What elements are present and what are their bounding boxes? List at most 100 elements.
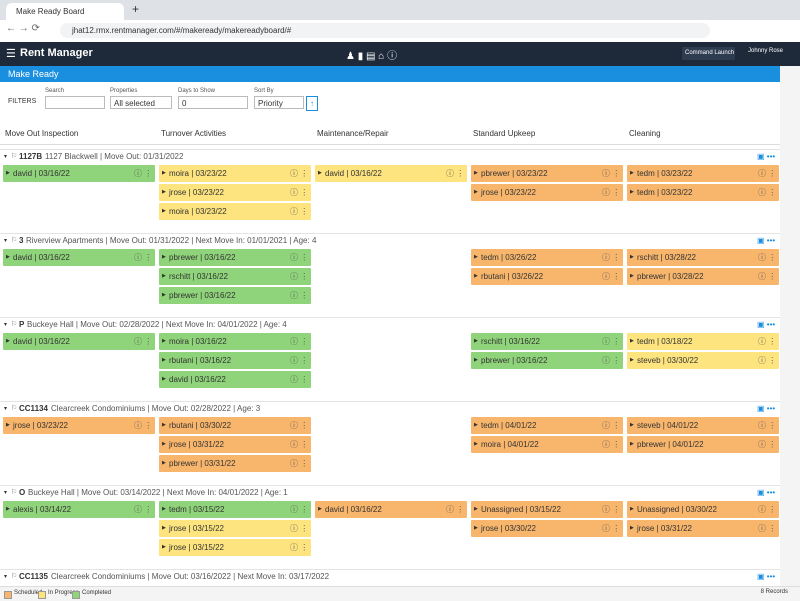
- task-card[interactable]: ▶ jrose | 03/31/22 ⓘ ⋮: [159, 436, 311, 453]
- expand-icon[interactable]: ▾: [4, 490, 8, 496]
- task-card[interactable]: ▶ pbrewer | 03/16/22 ⓘ ⋮: [471, 352, 623, 369]
- task-card[interactable]: ▶ rschitt | 03/28/22 ⓘ ⋮: [627, 249, 779, 266]
- expand-arrow: ▶: [630, 506, 634, 512]
- task-card[interactable]: ▶ pbrewer | 03/16/22 ⓘ ⋮: [159, 287, 311, 304]
- unit-header[interactable]: ▾ ⚐ CC1135 Clearcreek Condominiums | Move O…: [0, 569, 780, 584]
- sort-select[interactable]: Priority: [254, 96, 304, 109]
- task-card[interactable]: ▶ jrose | 03/31/22 ⓘ ⋮: [627, 520, 779, 537]
- task-text: rschitt | 03/16/22: [481, 337, 540, 346]
- unit-code: CC1134: [19, 404, 48, 413]
- task-card[interactable]: ▶ Unassigned | 03/30/22 ⓘ ⋮: [627, 501, 779, 518]
- task-text: moira | 03/23/22: [169, 169, 227, 178]
- properties-select[interactable]: All selected: [110, 96, 172, 109]
- task-card[interactable]: ▶ david | 03/16/22 ⓘ ⋮: [3, 249, 155, 266]
- new-tab[interactable]: +: [132, 2, 140, 16]
- search-input[interactable]: [45, 96, 105, 109]
- toolbar-icons[interactable]: ♟ ▮ ▤ ⌂ ⓘ: [346, 51, 398, 62]
- task-card[interactable]: ▶ steveb | 04/01/22 ⓘ ⋮: [627, 417, 779, 434]
- card-actions: ⓘ ⋮: [290, 421, 309, 430]
- task-card[interactable]: ▶ david | 03/16/22 ⓘ ⋮: [3, 165, 155, 182]
- command-launch[interactable]: Command Launch: [682, 47, 735, 60]
- expand-arrow: ▶: [474, 441, 478, 447]
- app-header: ☰ Rent Manager ♟ ▮ ▤ ⌂ ⓘ Command Launch …: [0, 42, 800, 66]
- task-card[interactable]: ▶ jrose | 03/15/22 ⓘ ⋮: [159, 539, 311, 556]
- task-text: pbrewer | 03/16/22: [481, 356, 548, 365]
- task-text: tedm | 03/18/22: [637, 337, 693, 346]
- menu[interactable]: ☰: [6, 48, 16, 60]
- days-input[interactable]: 0: [178, 96, 248, 109]
- task-card[interactable]: ▶ jrose | 03/15/22 ⓘ ⋮: [159, 520, 311, 537]
- task-card[interactable]: ▶ moira | 03/16/22 ⓘ ⋮: [159, 333, 311, 350]
- task-card[interactable]: ▶ rschitt | 03/16/22 ⓘ ⋮: [159, 268, 311, 285]
- unit-actions[interactable]: ▣ •••: [757, 236, 776, 245]
- task-card[interactable]: ▶ david | 03/16/22 ⓘ ⋮: [159, 371, 311, 388]
- task-card[interactable]: ▶ david | 03/16/22 ⓘ ⋮: [3, 333, 155, 350]
- task-card[interactable]: ▶ jrose | 03/23/22 ⓘ ⋮: [3, 417, 155, 434]
- task-card[interactable]: ▶ rbutani | 03/26/22 ⓘ ⋮: [471, 268, 623, 285]
- unit-actions[interactable]: ▣ •••: [757, 488, 776, 497]
- card-actions: ⓘ ⋮: [134, 421, 153, 430]
- task-card[interactable]: ▶ tedm | 03/26/22 ⓘ ⋮: [471, 249, 623, 266]
- task-card[interactable]: ▶ moira | 03/23/22 ⓘ ⋮: [159, 165, 311, 182]
- card-actions: ⓘ ⋮: [602, 421, 621, 430]
- sort-direction[interactable]: ↑: [306, 96, 318, 111]
- records: 8 Records: [760, 589, 788, 595]
- expand-icon[interactable]: ▾: [4, 322, 8, 328]
- url[interactable]: jhat12.rmx.rentmanager.com/#/makeready/m…: [60, 23, 710, 38]
- user[interactable]: Johnny Rose: [748, 48, 784, 54]
- task-card[interactable]: ▶ rbutani | 03/30/22 ⓘ ⋮: [159, 417, 311, 434]
- card-actions: ⓘ ⋮: [290, 253, 309, 262]
- task-card[interactable]: ▶ jrose | 03/30/22 ⓘ ⋮: [471, 520, 623, 537]
- unit-actions[interactable]: ▣ •••: [757, 404, 776, 413]
- unit-actions[interactable]: ▣ •••: [757, 572, 776, 581]
- card-actions: ⓘ ⋮: [758, 337, 777, 346]
- expand-icon[interactable]: ▾: [4, 238, 8, 244]
- task-card[interactable]: ▶ steveb | 03/30/22 ⓘ ⋮: [627, 352, 779, 369]
- task-card[interactable]: ▶ rbutani | 03/16/22 ⓘ ⋮: [159, 352, 311, 369]
- unit-actions[interactable]: ▣ •••: [757, 320, 776, 329]
- task-text: jrose | 03/23/22: [169, 188, 225, 197]
- expand-icon[interactable]: ▾: [4, 574, 8, 580]
- task-card[interactable]: ▶ david | 03/16/22 ⓘ ⋮: [315, 165, 467, 182]
- unit-header[interactable]: ▾ ⚐ CC1134 Clearcreek Condominiums | Move O…: [0, 401, 780, 416]
- task-card[interactable]: ▶ pbrewer | 04/01/22 ⓘ ⋮: [627, 436, 779, 453]
- task-card[interactable]: ▶ jrose | 03/23/22 ⓘ ⋮: [471, 184, 623, 201]
- task-card[interactable]: ▶ jrose | 03/23/22 ⓘ ⋮: [159, 184, 311, 201]
- expand-arrow: ▶: [318, 170, 322, 176]
- unit-code: O: [19, 488, 26, 497]
- task-card[interactable]: ▶ pbrewer | 03/31/22 ⓘ ⋮: [159, 455, 311, 472]
- task-card[interactable]: ▶ pbrewer | 03/28/22 ⓘ ⋮: [627, 268, 779, 285]
- unit-header[interactable]: ▾ ⚐ 1127B 1127 Blackwell | Move Out: 01/31/…: [0, 149, 780, 164]
- unit-actions[interactable]: ▣ •••: [757, 152, 776, 161]
- unit-header[interactable]: ▾ ⚐ P Buckeye Hall | Move Out: 02/28/2022 |…: [0, 317, 780, 332]
- card-actions: ⓘ ⋮: [602, 505, 621, 514]
- task-card[interactable]: ▶ tedm | 03/18/22 ⓘ ⋮: [627, 333, 779, 350]
- task-card[interactable]: ▶ tedm | 03/15/22 ⓘ ⋮: [159, 501, 311, 518]
- task-card[interactable]: ▶ moira | 04/01/22 ⓘ ⋮: [471, 436, 623, 453]
- filters-label[interactable]: FILTERS: [8, 98, 37, 105]
- unit-header[interactable]: ▾ ⚐ O Buckeye Hall | Move Out: 03/14/2022 |…: [0, 485, 780, 500]
- legend-label: Scheduled: [14, 590, 43, 596]
- nav-buttons[interactable]: ← → ⟳: [6, 23, 40, 34]
- task-card[interactable]: ▶ pbrewer | 03/23/22 ⓘ ⋮: [471, 165, 623, 182]
- browser-tab[interactable]: Make Ready Board: [6, 3, 124, 20]
- task-card[interactable]: ▶ tedm | 03/23/22 ⓘ ⋮: [627, 184, 779, 201]
- expand-arrow: ▶: [474, 357, 478, 363]
- expand-icon[interactable]: ▾: [4, 154, 8, 160]
- task-card[interactable]: ▶ moira | 03/23/22 ⓘ ⋮: [159, 203, 311, 220]
- task-text: pbrewer | 04/01/22: [637, 440, 704, 449]
- task-card[interactable]: ▶ Unassigned | 03/15/22 ⓘ ⋮: [471, 501, 623, 518]
- card-actions: ⓘ ⋮: [290, 505, 309, 514]
- task-card[interactable]: ▶ tedm | 04/01/22 ⓘ ⋮: [471, 417, 623, 434]
- task-card[interactable]: ▶ rschitt | 03/16/22 ⓘ ⋮: [471, 333, 623, 350]
- expand-arrow: ▶: [162, 170, 166, 176]
- card-actions: ⓘ ⋮: [134, 253, 153, 262]
- expand-arrow: ▶: [474, 254, 478, 260]
- task-card[interactable]: ▶ david | 03/16/22 ⓘ ⋮: [315, 501, 467, 518]
- expand-icon[interactable]: ▾: [4, 406, 8, 412]
- sidebar: [780, 66, 800, 600]
- unit-header[interactable]: ▾ ⚐ 3 Riverview Apartments | Move Out: 01/3…: [0, 233, 780, 248]
- task-card[interactable]: ▶ alexis | 03/14/22 ⓘ ⋮: [3, 501, 155, 518]
- task-card[interactable]: ▶ pbrewer | 03/16/22 ⓘ ⋮: [159, 249, 311, 266]
- task-card[interactable]: ▶ tedm | 03/23/22 ⓘ ⋮: [627, 165, 779, 182]
